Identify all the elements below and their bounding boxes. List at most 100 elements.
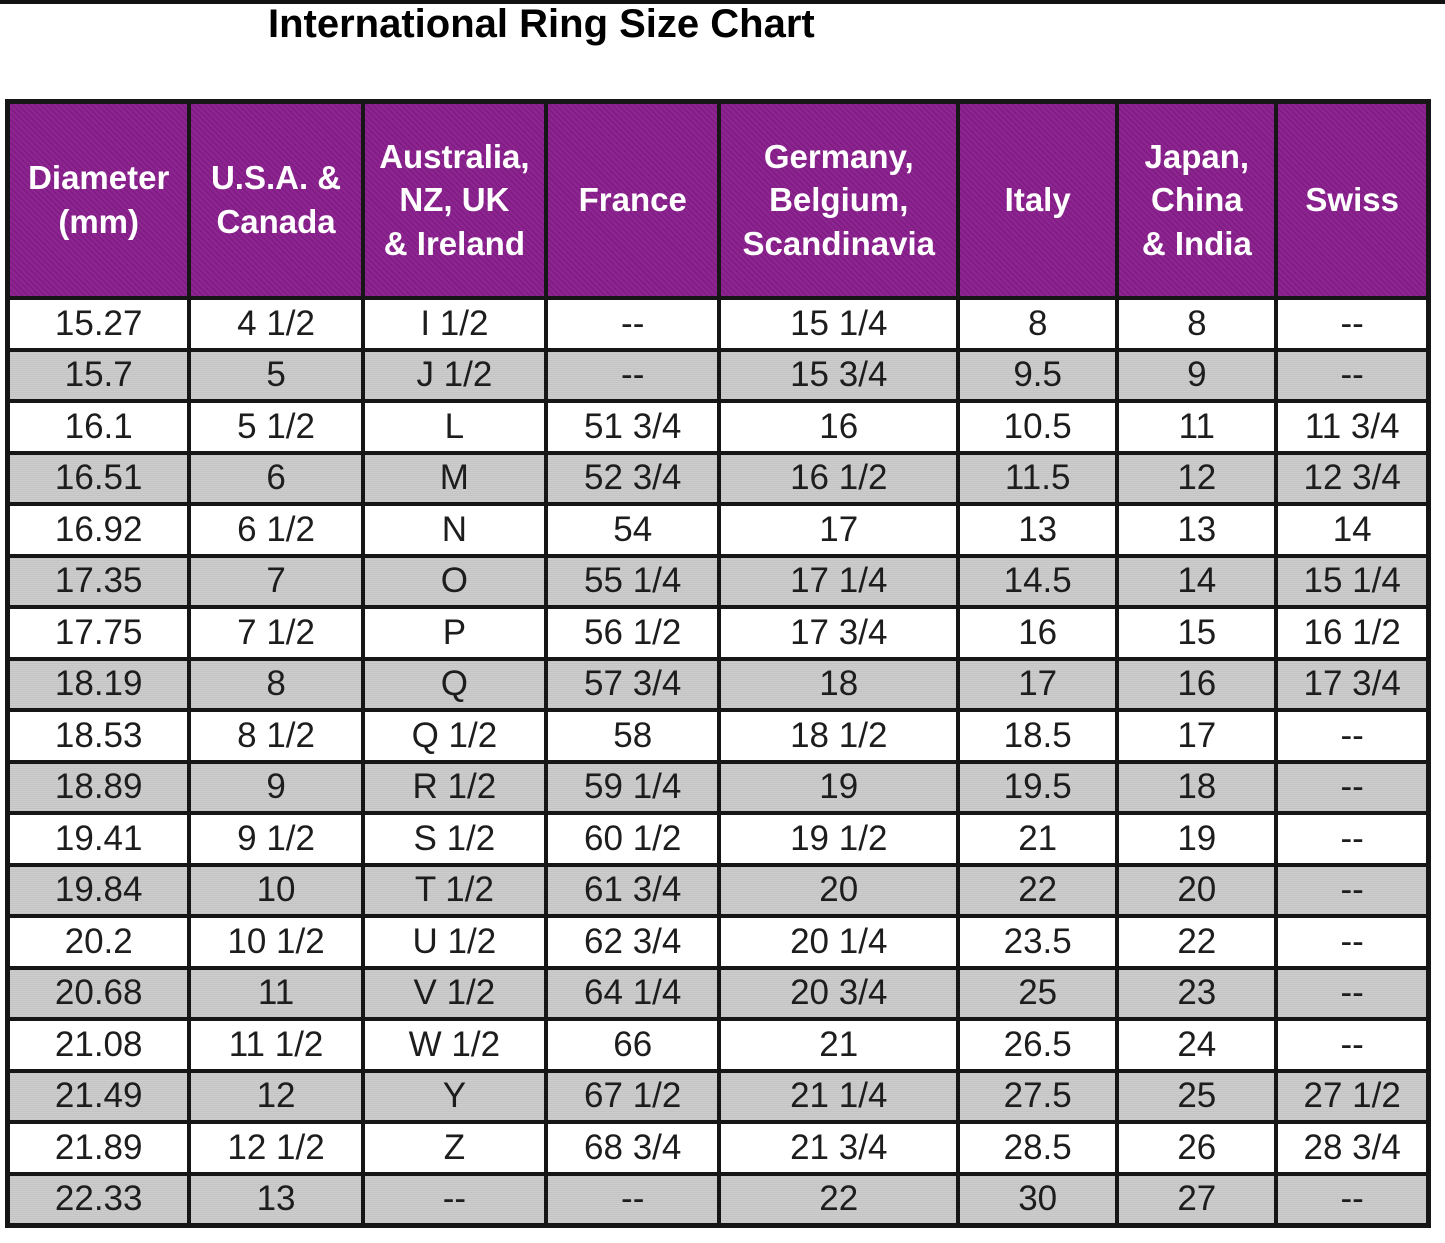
table-cell-japan-china-india: 19 [1115,811,1279,867]
table-cell-japan-china-india: 9 [1115,347,1279,403]
table-cell-usa-canada: 12 [187,1068,365,1124]
table-cell-australia-nz-uk-ireland: S 1/2 [360,811,549,867]
table-cell-france: 67 1/2 [544,1068,722,1124]
table-cell-japan-china-india: 8 [1115,296,1279,352]
table-cell-australia-nz-uk-ireland: Q [360,656,549,712]
table-cell-italy: 25 [956,965,1120,1021]
table-cell-italy: 23.5 [956,914,1120,970]
table-cell-italy: 8 [956,296,1120,352]
table-cell-australia-nz-uk-ireland: L [360,399,549,455]
table-body: 15.27 4 1/2 I 1/2 -- 15 1/4 8 8 -- 15.7 5 J 1/2 -- 1… [5,296,1431,1228]
table-cell-diameter-mm: 15.27 [5,296,192,352]
table-cell-usa-canada: 8 [187,656,365,712]
table-row: 21.89 12 1/2 Z 68 3/4 21 3/4 28.5 26 28 3/4 [5,1120,1431,1176]
table-cell-swiss: 11 3/4 [1274,399,1431,455]
table-cell-germany-belgium-scandinavia: 20 3/4 [717,965,961,1021]
table-cell-japan-china-india: 23 [1115,965,1279,1021]
table-cell-diameter-mm: 18.89 [5,759,192,815]
table-cell-germany-belgium-scandinavia: 15 3/4 [717,347,961,403]
table-cell-australia-nz-uk-ireland: M [360,450,549,506]
table-cell-diameter-mm: 16.92 [5,502,192,558]
column-header-france: France [544,99,722,300]
table-cell-australia-nz-uk-ireland: Z [360,1120,549,1176]
table-cell-diameter-mm: 20.2 [5,914,192,970]
table-row: 18.89 9 R 1/2 59 1/4 19 19.5 18 -- [5,759,1431,815]
table-cell-usa-canada: 9 1/2 [187,811,365,867]
column-header-usa-canada: U.S.A. & Canada [187,99,365,300]
table-cell-swiss: -- [1274,1017,1431,1073]
table-cell-france: 60 1/2 [544,811,722,867]
table-cell-diameter-mm: 15.7 [5,347,192,403]
table-row: 20.2 10 1/2 U 1/2 62 3/4 20 1/4 23.5 22 -- [5,914,1431,970]
table-cell-germany-belgium-scandinavia: 21 [717,1017,961,1073]
table-row: 15.7 5 J 1/2 -- 15 3/4 9.5 9 -- [5,347,1431,403]
table-cell-germany-belgium-scandinavia: 17 3/4 [717,605,961,661]
table-cell-france: 54 [544,502,722,558]
table-cell-diameter-mm: 22.33 [5,1171,192,1228]
top-border-line [0,0,1445,4]
table-cell-france: 66 [544,1017,722,1073]
table-row: 16.1 5 1/2 L 51 3/4 16 10.5 11 11 3/4 [5,399,1431,455]
table-row: 18.19 8 Q 57 3/4 18 17 16 17 3/4 [5,656,1431,712]
table-cell-australia-nz-uk-ireland: Y [360,1068,549,1124]
table-cell-australia-nz-uk-ireland: N [360,502,549,558]
page-title: International Ring Size Chart [268,2,815,46]
table-cell-usa-canada: 6 [187,450,365,506]
table-cell-usa-canada: 7 [187,553,365,609]
table-cell-diameter-mm: 19.84 [5,862,192,918]
table-cell-italy: 14.5 [956,553,1120,609]
column-header-swiss: Swiss [1274,99,1431,300]
table-cell-australia-nz-uk-ireland: J 1/2 [360,347,549,403]
table-cell-australia-nz-uk-ireland: Q 1/2 [360,708,549,764]
table-row: 15.27 4 1/2 I 1/2 -- 15 1/4 8 8 -- [5,296,1431,352]
table-cell-italy: 19.5 [956,759,1120,815]
table-cell-france: -- [544,1171,722,1228]
table-cell-usa-canada: 9 [187,759,365,815]
table-cell-japan-china-india: 24 [1115,1017,1279,1073]
table-cell-japan-china-india: 26 [1115,1120,1279,1176]
table-cell-swiss: -- [1274,296,1431,352]
table-cell-germany-belgium-scandinavia: 19 [717,759,961,815]
table-cell-swiss: 12 3/4 [1274,450,1431,506]
table-cell-japan-china-india: 18 [1115,759,1279,815]
table-cell-japan-china-india: 25 [1115,1068,1279,1124]
table-cell-japan-china-india: 16 [1115,656,1279,712]
table-cell-usa-canada: 11 1/2 [187,1017,365,1073]
table-cell-diameter-mm: 21.89 [5,1120,192,1176]
table-cell-australia-nz-uk-ireland: I 1/2 [360,296,549,352]
table-cell-italy: 21 [956,811,1120,867]
table-cell-diameter-mm: 16.1 [5,399,192,455]
table-cell-germany-belgium-scandinavia: 22 [717,1171,961,1228]
table-cell-diameter-mm: 20.68 [5,965,192,1021]
table-cell-france: 55 1/4 [544,553,722,609]
table-cell-italy: 26.5 [956,1017,1120,1073]
table-cell-usa-canada: 10 1/2 [187,914,365,970]
table-cell-italy: 11.5 [956,450,1120,506]
table-row: 21.08 11 1/2 W 1/2 66 21 26.5 24 -- [5,1017,1431,1073]
table-cell-france: 58 [544,708,722,764]
table-cell-japan-china-india: 22 [1115,914,1279,970]
table-cell-france: 68 3/4 [544,1120,722,1176]
table-cell-japan-china-india: 27 [1115,1171,1279,1228]
table-cell-germany-belgium-scandinavia: 16 1/2 [717,450,961,506]
table-cell-germany-belgium-scandinavia: 19 1/2 [717,811,961,867]
column-header-italy: Italy [956,99,1120,300]
table-cell-diameter-mm: 18.19 [5,656,192,712]
table-cell-germany-belgium-scandinavia: 21 3/4 [717,1120,961,1176]
table-cell-australia-nz-uk-ireland: P [360,605,549,661]
table-cell-australia-nz-uk-ireland: V 1/2 [360,965,549,1021]
table-cell-swiss: -- [1274,1171,1431,1228]
table-cell-italy: 9.5 [956,347,1120,403]
table-cell-australia-nz-uk-ireland: O [360,553,549,609]
table-cell-germany-belgium-scandinavia: 17 [717,502,961,558]
table-cell-swiss: 17 3/4 [1274,656,1431,712]
table-cell-france: -- [544,296,722,352]
table-cell-swiss: 14 [1274,502,1431,558]
table-cell-italy: 16 [956,605,1120,661]
table-cell-japan-china-india: 17 [1115,708,1279,764]
table-cell-france: 52 3/4 [544,450,722,506]
table-cell-japan-china-india: 20 [1115,862,1279,918]
table-row: 19.41 9 1/2 S 1/2 60 1/2 19 1/2 21 19 -- [5,811,1431,867]
table-row: 19.84 10 T 1/2 61 3/4 20 22 20 -- [5,862,1431,918]
table-cell-japan-china-india: 13 [1115,502,1279,558]
